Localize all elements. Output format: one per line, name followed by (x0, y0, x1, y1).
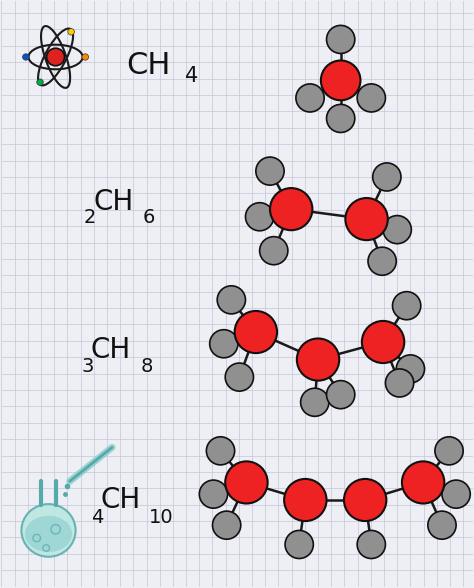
Ellipse shape (396, 355, 425, 383)
Ellipse shape (392, 292, 421, 320)
Ellipse shape (442, 480, 470, 508)
Ellipse shape (385, 369, 414, 397)
Text: 10: 10 (148, 508, 173, 527)
Ellipse shape (206, 437, 235, 465)
Ellipse shape (210, 330, 238, 358)
Text: 2: 2 (84, 208, 96, 228)
Ellipse shape (284, 479, 327, 521)
Ellipse shape (199, 480, 228, 508)
Text: 6: 6 (143, 208, 155, 228)
Ellipse shape (301, 388, 329, 416)
Ellipse shape (296, 84, 324, 112)
Ellipse shape (327, 25, 355, 54)
Ellipse shape (225, 363, 254, 391)
Ellipse shape (225, 462, 268, 503)
Ellipse shape (36, 79, 43, 85)
Ellipse shape (256, 157, 284, 185)
Ellipse shape (346, 198, 388, 240)
Ellipse shape (21, 504, 76, 557)
Ellipse shape (383, 216, 411, 243)
Ellipse shape (344, 479, 386, 521)
Ellipse shape (270, 188, 312, 230)
Text: 4: 4 (185, 66, 199, 86)
Ellipse shape (402, 462, 444, 503)
Ellipse shape (362, 321, 404, 363)
Ellipse shape (25, 516, 72, 552)
Ellipse shape (212, 511, 241, 539)
Text: CH: CH (93, 188, 134, 216)
Ellipse shape (368, 247, 396, 275)
Ellipse shape (235, 311, 277, 353)
Text: CH: CH (100, 486, 141, 514)
Ellipse shape (285, 530, 313, 559)
Ellipse shape (297, 339, 339, 380)
Text: 8: 8 (140, 357, 153, 376)
Ellipse shape (357, 530, 385, 559)
Text: 3: 3 (82, 357, 94, 376)
Text: CH: CH (91, 336, 131, 363)
Ellipse shape (327, 105, 355, 132)
Ellipse shape (435, 437, 463, 465)
Ellipse shape (321, 61, 360, 101)
Ellipse shape (246, 203, 274, 231)
Ellipse shape (260, 236, 288, 265)
Ellipse shape (23, 54, 29, 60)
Ellipse shape (327, 380, 355, 409)
Ellipse shape (373, 163, 401, 191)
Text: CH: CH (126, 51, 171, 81)
Ellipse shape (82, 54, 89, 60)
Ellipse shape (428, 511, 456, 539)
Text: 4: 4 (91, 508, 103, 527)
Ellipse shape (46, 48, 64, 66)
Ellipse shape (357, 84, 385, 112)
Ellipse shape (68, 29, 74, 35)
Ellipse shape (217, 286, 246, 314)
